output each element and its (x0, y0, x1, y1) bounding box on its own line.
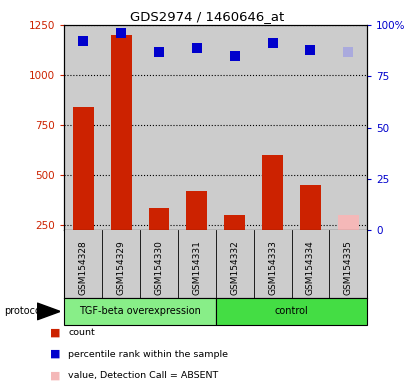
Text: GSM154329: GSM154329 (117, 240, 126, 295)
Text: GSM154328: GSM154328 (79, 240, 88, 295)
Bar (73, 107, 94, 230)
Text: value, Detection Call = ABSENT: value, Detection Call = ABSENT (68, 371, 219, 380)
Text: GSM154332: GSM154332 (230, 240, 239, 295)
Text: GSM154335: GSM154335 (344, 240, 353, 295)
Text: GSM154331: GSM154331 (193, 240, 201, 295)
Text: ■: ■ (50, 370, 60, 380)
Bar (111, 35, 132, 230)
Point (307, 46, 314, 53)
Text: protocol: protocol (4, 306, 44, 316)
Bar (338, 215, 359, 230)
Text: count: count (68, 328, 95, 338)
Text: ■: ■ (50, 349, 60, 359)
Bar (300, 185, 321, 230)
Bar (149, 209, 169, 230)
FancyBboxPatch shape (64, 298, 216, 325)
Bar (186, 191, 207, 230)
Point (156, 49, 162, 55)
Point (193, 45, 200, 51)
Polygon shape (37, 303, 60, 320)
Point (345, 49, 352, 55)
Bar (262, 155, 283, 230)
Text: GSM154330: GSM154330 (154, 240, 164, 295)
Point (232, 53, 238, 59)
Point (80, 38, 87, 45)
Bar (225, 215, 245, 230)
Text: GDS2974 / 1460646_at: GDS2974 / 1460646_at (130, 10, 285, 23)
Text: GSM154334: GSM154334 (306, 240, 315, 295)
Text: GSM154333: GSM154333 (268, 240, 277, 295)
Text: ■: ■ (50, 328, 60, 338)
Text: TGF-beta overexpression: TGF-beta overexpression (79, 306, 201, 316)
Text: percentile rank within the sample: percentile rank within the sample (68, 349, 229, 359)
FancyBboxPatch shape (216, 298, 367, 325)
Point (269, 40, 276, 46)
Point (118, 30, 124, 36)
Text: control: control (275, 306, 308, 316)
